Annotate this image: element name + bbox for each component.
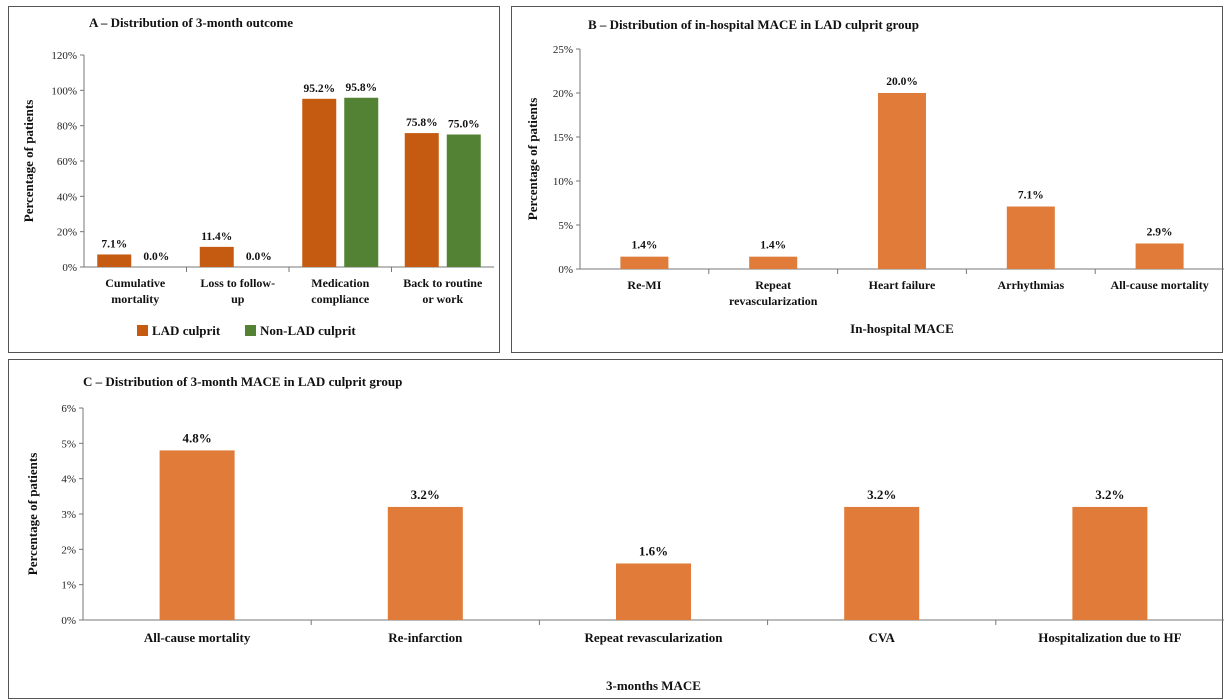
y-tick-label: 100%: [51, 85, 77, 97]
data-label: 75.0%: [448, 119, 480, 131]
category-label: revascularization: [729, 294, 818, 308]
bar: [616, 563, 691, 620]
chart-title: B – Distribution of in-hospital MACE in …: [588, 17, 919, 32]
bar: [404, 133, 439, 267]
y-tick-label: 120%: [51, 50, 77, 62]
category-label: Back to routine: [403, 276, 483, 290]
category-label: Re-MI: [627, 278, 661, 292]
data-label: 1.6%: [639, 543, 668, 558]
category-label: Repeat: [755, 278, 791, 292]
chart-title: A – Distribution of 3-month outcome: [89, 15, 293, 30]
bar: [878, 93, 926, 269]
bar: [1135, 243, 1184, 269]
category-label: CVA: [868, 630, 895, 645]
data-label: 11.4%: [201, 231, 232, 243]
chart-b-svg: B – Distribution of in-hospital MACE in …: [525, 17, 1224, 336]
data-label: 3.2%: [1095, 487, 1124, 502]
category-label: Arrhythmias: [997, 278, 1064, 292]
y-tick-label: 6%: [61, 403, 76, 415]
category-label: All-cause mortality: [144, 630, 251, 645]
category-label: or work: [422, 292, 463, 306]
panel-b-inhospital-mace-chart: B – Distribution of in-hospital MACE in …: [511, 6, 1224, 353]
data-label: 75.8%: [406, 117, 438, 129]
category-label: Re-infarction: [388, 630, 463, 645]
y-tick-label: 0%: [61, 615, 76, 627]
bar: [1072, 506, 1148, 620]
category-label: mortality: [111, 292, 159, 306]
legend-swatch: [137, 325, 148, 336]
y-tick-label: 1%: [61, 580, 76, 592]
y-tick-label: 5%: [61, 438, 76, 450]
y-tick-label: 25%: [553, 44, 573, 56]
category-label: compliance: [311, 292, 370, 306]
category-label: Loss to follow-: [200, 276, 275, 290]
category-label: Repeat revascularization: [584, 630, 723, 645]
data-label: 0.0%: [246, 251, 272, 263]
y-tick-label: 4%: [61, 474, 76, 486]
category-label: Cumulative: [105, 276, 166, 290]
legend-label: LAD culprit: [152, 323, 221, 338]
y-tick-label: 0%: [62, 262, 77, 274]
y-tick-label: 20%: [57, 227, 77, 239]
data-label: 4.8%: [182, 430, 211, 445]
bar: [344, 97, 379, 268]
chart-title: C – Distribution of 3-month MACE in LAD …: [83, 374, 402, 389]
bar: [387, 506, 463, 620]
data-label: 1.4%: [631, 240, 657, 252]
bar: [199, 246, 234, 267]
bar: [844, 506, 920, 620]
y-tick-label: 10%: [553, 176, 573, 188]
category-label: Heart failure: [869, 278, 936, 292]
y-tick-label: 15%: [553, 132, 573, 144]
y-tick-label: 20%: [553, 88, 573, 100]
category-label: All-cause mortality: [1110, 278, 1208, 292]
data-label: 2.9%: [1147, 226, 1173, 238]
y-tick-label: 5%: [558, 220, 573, 232]
bar: [159, 450, 235, 620]
data-label: 7.1%: [101, 238, 127, 250]
data-label: 0.0%: [143, 251, 169, 263]
bar: [620, 256, 669, 269]
chart-c-svg: C – Distribution of 3-month MACE in LAD …: [25, 374, 1224, 693]
category-label: Medication: [311, 276, 369, 290]
x-axis-title: 3-months MACE: [606, 678, 701, 693]
data-label: 7.1%: [1018, 190, 1044, 202]
chart-a-svg: A – Distribution of 3-month outcome 0% 20%…: [21, 15, 494, 338]
bar: [446, 134, 481, 267]
bar: [1006, 206, 1055, 269]
bar: [97, 254, 132, 267]
data-label: 1.4%: [760, 240, 786, 252]
legend-label: Non-LAD culprit: [260, 323, 356, 338]
x-axis-title: In-hospital MACE: [850, 321, 954, 336]
y-tick-label: 2%: [61, 544, 76, 556]
y-axis-title: Percentage of patients: [21, 100, 36, 223]
y-tick-label: 40%: [57, 191, 77, 203]
panel-c-3month-mace-chart: C – Distribution of 3-month MACE in LAD …: [8, 359, 1224, 699]
y-axis-title: Percentage of patients: [525, 98, 540, 221]
category-label: up: [231, 292, 245, 306]
panel-a-outcome-chart: A – Distribution of 3-month outcome 0% 20%…: [8, 6, 500, 353]
y-tick-label: 80%: [57, 121, 77, 133]
y-tick-label: 60%: [57, 156, 77, 168]
data-label: 3.2%: [411, 487, 440, 502]
y-tick-label: 0%: [558, 264, 573, 276]
data-label: 20.0%: [886, 76, 918, 88]
bar: [302, 98, 337, 268]
data-label: 95.2%: [303, 83, 335, 95]
data-label: 95.8%: [345, 82, 377, 94]
category-label: Hospitalization due to HF: [1038, 630, 1181, 645]
y-tick-label: 3%: [61, 509, 76, 521]
data-label: 3.2%: [867, 487, 896, 502]
bar: [749, 256, 798, 269]
legend-swatch: [245, 325, 256, 336]
y-axis-title: Percentage of patients: [25, 453, 40, 576]
